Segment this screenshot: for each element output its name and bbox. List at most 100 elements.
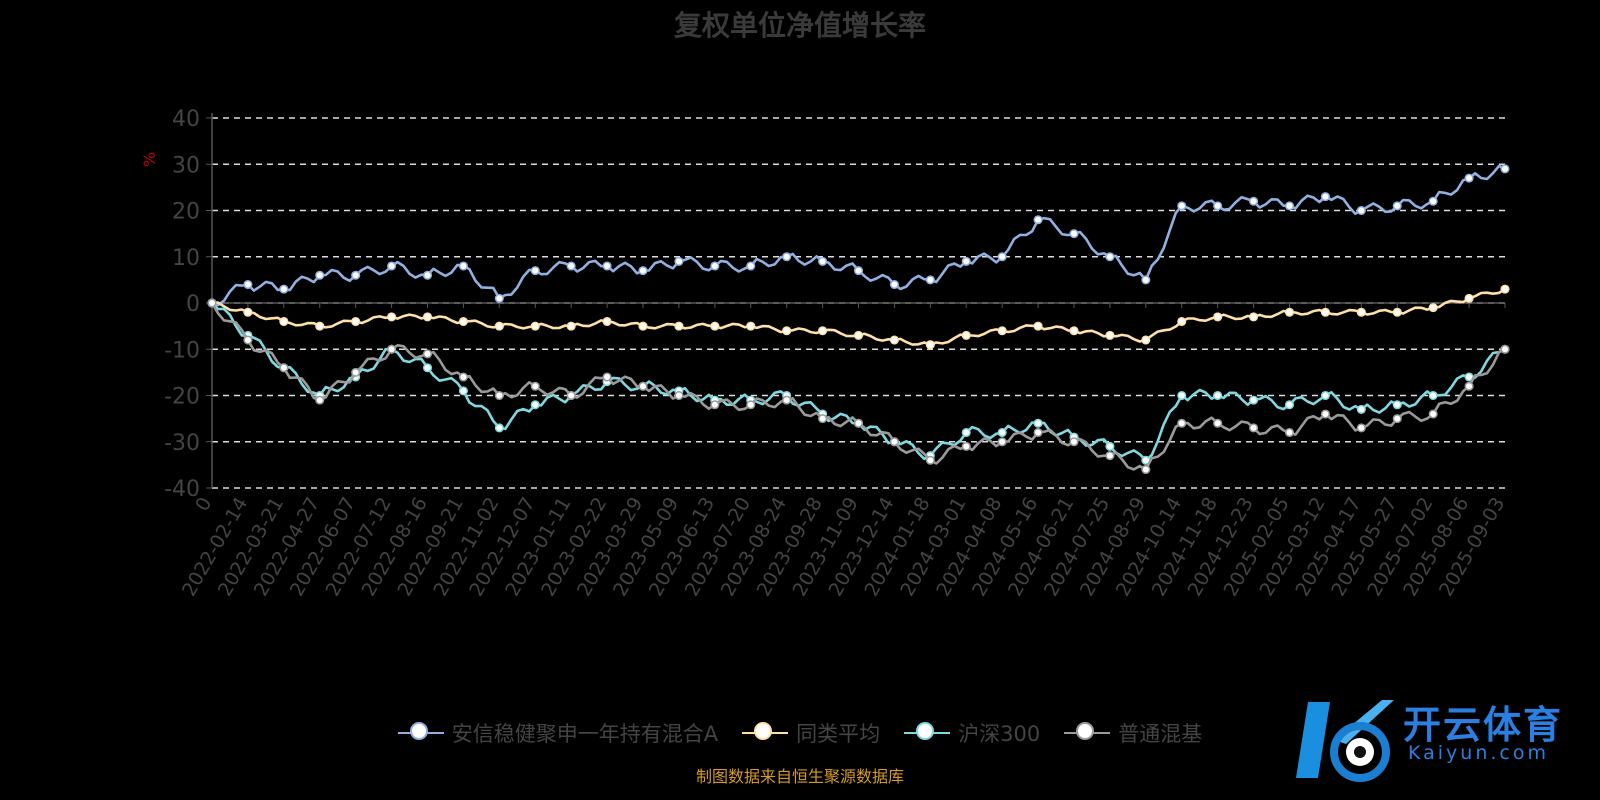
data-point bbox=[1500, 164, 1510, 174]
data-point bbox=[1320, 192, 1330, 202]
data-point bbox=[1069, 229, 1079, 239]
data-point bbox=[530, 321, 540, 331]
data-point bbox=[853, 418, 864, 428]
data-point bbox=[1141, 275, 1151, 285]
data-point bbox=[889, 279, 899, 290]
data-point bbox=[1320, 409, 1330, 419]
data-point bbox=[1033, 427, 1043, 438]
data-point bbox=[566, 390, 576, 401]
data-point bbox=[1356, 307, 1366, 317]
logo-subtext: Kaiyun.com bbox=[1408, 742, 1549, 764]
y-tick-label: 40 bbox=[172, 107, 200, 132]
y-tick-label: -40 bbox=[164, 477, 200, 502]
data-point bbox=[1033, 321, 1043, 331]
chart-legend: 安信稳健聚申一年持有混合A 同类平均 沪深300 普通混基 bbox=[0, 718, 1600, 748]
data-point bbox=[207, 298, 217, 308]
y-tick-label: 10 bbox=[172, 246, 200, 271]
data-point bbox=[422, 270, 433, 280]
data-point bbox=[1500, 284, 1510, 294]
data-point bbox=[566, 321, 576, 331]
data-point bbox=[1392, 400, 1402, 410]
chart-title: 复权单位净值增长率 bbox=[673, 9, 926, 42]
data-point bbox=[243, 335, 253, 345]
data-point bbox=[961, 330, 971, 340]
data-point bbox=[422, 312, 433, 322]
data-point bbox=[710, 261, 720, 271]
y-tick-label: -20 bbox=[164, 385, 200, 410]
data-point bbox=[1464, 381, 1474, 391]
data-point bbox=[1392, 201, 1402, 211]
data-point bbox=[710, 321, 720, 331]
data-point bbox=[1428, 303, 1438, 313]
data-point bbox=[1033, 215, 1043, 225]
data-point bbox=[387, 261, 397, 271]
data-point bbox=[1213, 312, 1223, 322]
y-tick-label: 30 bbox=[172, 153, 200, 178]
data-point bbox=[853, 266, 864, 276]
data-point bbox=[1320, 307, 1330, 317]
data-point bbox=[1177, 390, 1187, 401]
legend-item-csi300[interactable]: 沪深300 bbox=[904, 718, 1040, 748]
x-tick-label: 0 bbox=[191, 494, 216, 515]
y-tick-label: -10 bbox=[164, 338, 200, 363]
data-point bbox=[315, 270, 325, 280]
data-point bbox=[1249, 312, 1259, 322]
data-point bbox=[494, 293, 504, 303]
data-point bbox=[422, 363, 433, 373]
legend-marker-icon bbox=[1064, 721, 1111, 745]
data-point bbox=[1069, 437, 1079, 447]
data-point bbox=[279, 316, 289, 327]
data-point bbox=[1105, 451, 1115, 461]
data-point bbox=[279, 363, 289, 373]
legend-item-peer-average[interactable]: 同类平均 bbox=[742, 718, 880, 748]
data-point bbox=[674, 256, 684, 266]
data-point bbox=[782, 395, 792, 405]
data-point bbox=[746, 261, 756, 271]
data-point bbox=[1105, 441, 1115, 451]
data-point bbox=[1069, 326, 1079, 336]
series-line bbox=[211, 302, 1506, 462]
data-point bbox=[1320, 390, 1330, 401]
legend-marker-icon bbox=[397, 721, 444, 745]
data-point bbox=[1356, 205, 1366, 216]
legend-item-fund[interactable]: 安信稳健聚申一年持有混合A bbox=[397, 718, 719, 748]
series-line bbox=[210, 302, 1506, 471]
data-point bbox=[1428, 196, 1438, 206]
data-point bbox=[1392, 414, 1402, 424]
data-point bbox=[818, 414, 828, 424]
data-point bbox=[889, 335, 899, 345]
y-tick-label: 20 bbox=[172, 200, 200, 225]
data-point bbox=[494, 390, 504, 401]
legend-label: 沪深300 bbox=[958, 722, 1041, 746]
data-point bbox=[315, 395, 325, 405]
data-point bbox=[1213, 390, 1223, 401]
data-point bbox=[1356, 404, 1366, 414]
data-point bbox=[1428, 390, 1438, 401]
data-point bbox=[458, 372, 468, 382]
series-line bbox=[211, 164, 1506, 307]
data-point bbox=[1249, 196, 1259, 206]
legend-label: 普通混基 bbox=[1118, 722, 1203, 746]
legend-marker-icon bbox=[904, 721, 951, 745]
data-point bbox=[387, 344, 397, 354]
data-point bbox=[925, 455, 935, 465]
legend-item-hybrid-funds[interactable]: 普通混基 bbox=[1064, 718, 1202, 748]
data-point bbox=[674, 321, 684, 331]
data-point bbox=[494, 321, 504, 331]
data-point bbox=[997, 326, 1007, 336]
legend-label: 安信稳健聚申一年持有混合A bbox=[451, 722, 719, 746]
data-point bbox=[1284, 201, 1295, 211]
data-point bbox=[1141, 335, 1151, 345]
data-point bbox=[818, 326, 828, 336]
data-point bbox=[961, 427, 971, 438]
data-point bbox=[1464, 173, 1474, 183]
legend-label: 同类平均 bbox=[796, 722, 881, 746]
data-point bbox=[997, 427, 1007, 438]
data-point bbox=[1213, 418, 1223, 428]
y-tick-label: 0 bbox=[186, 292, 200, 317]
data-point bbox=[530, 400, 540, 410]
data-point bbox=[1105, 252, 1115, 262]
data-point bbox=[387, 312, 397, 322]
data-point bbox=[1249, 423, 1259, 433]
kaiyun-logo: 开云体育 Kaiyun.com bbox=[1290, 690, 1600, 790]
